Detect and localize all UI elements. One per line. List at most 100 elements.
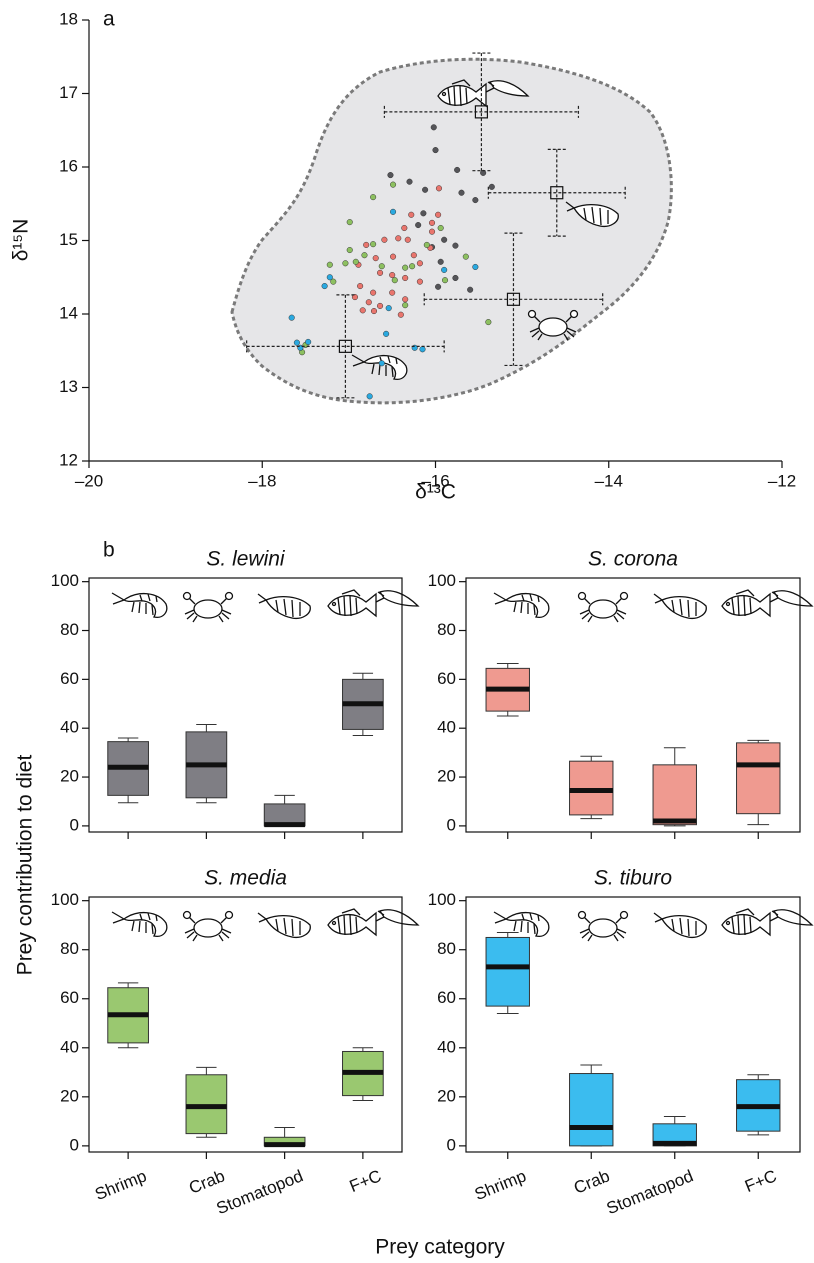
point — [486, 319, 492, 325]
point — [417, 279, 423, 285]
y-tick-label: 80 — [437, 939, 456, 958]
point — [383, 331, 389, 337]
y-tick-label: 18 — [59, 9, 78, 28]
point — [347, 219, 353, 225]
point — [347, 247, 353, 253]
point — [370, 194, 376, 200]
y-tick-label: 13 — [59, 377, 78, 396]
point — [421, 211, 427, 217]
y-tick-label: 14 — [59, 303, 78, 322]
point — [363, 242, 369, 248]
point — [377, 303, 383, 309]
box — [653, 765, 696, 825]
y-tick-label: 20 — [60, 767, 79, 786]
chart-title: S. tiburo — [594, 867, 673, 890]
panel-label: b — [103, 539, 115, 562]
point — [407, 179, 413, 185]
y-tick-label: 15 — [59, 230, 78, 249]
y-tick-label: 100 — [428, 890, 456, 909]
figure: Prey contribution to diet Prey category … — [0, 0, 814, 1263]
chart-title: S. corona — [588, 548, 678, 571]
x-tick-label: Stomatopod — [214, 1166, 306, 1218]
y-tick-label: 40 — [60, 1037, 79, 1056]
point — [382, 237, 388, 243]
y-tick-label: 40 — [437, 1037, 456, 1056]
point — [411, 252, 417, 258]
point — [405, 237, 411, 243]
point — [389, 272, 395, 278]
x-tick-label: Shrimp — [472, 1166, 529, 1204]
y-tick-label: 20 — [437, 767, 456, 786]
x-tick-label: Crab — [571, 1166, 612, 1197]
point — [388, 172, 394, 178]
point — [435, 212, 441, 218]
point — [408, 212, 414, 218]
point — [357, 283, 363, 289]
point — [431, 125, 437, 131]
point — [402, 275, 408, 281]
x-axis-label: Prey category — [375, 1236, 505, 1259]
point — [362, 252, 368, 258]
point — [373, 255, 379, 261]
x-tick-label: Crab — [186, 1166, 227, 1197]
y-tick-label: 16 — [59, 156, 78, 175]
point — [473, 197, 479, 203]
point — [402, 297, 408, 303]
point — [402, 265, 408, 271]
y-tick-label: 0 — [447, 1135, 456, 1154]
point — [390, 182, 396, 188]
x-tick-label: F+C — [742, 1166, 779, 1196]
y-tick-label: 80 — [437, 620, 456, 639]
point — [327, 262, 333, 268]
x-tick-label: F+C — [347, 1166, 384, 1196]
y-axis-label: δ¹⁵N — [10, 219, 33, 262]
point — [442, 277, 448, 283]
y-tick-label: 60 — [437, 669, 456, 688]
y-tick-label: 20 — [437, 1086, 456, 1105]
panel-label: a — [103, 8, 115, 31]
point — [377, 270, 383, 276]
point — [398, 312, 404, 318]
point — [436, 186, 442, 192]
y-tick-label: 100 — [428, 571, 456, 590]
point — [370, 241, 376, 247]
point — [433, 147, 439, 153]
point — [389, 290, 395, 296]
y-tick-label: 60 — [60, 988, 79, 1007]
y-axis-label: Prey contribution to diet — [14, 755, 37, 976]
mixing-polygon — [232, 59, 671, 403]
point — [454, 167, 460, 173]
y-tick-label: 17 — [59, 83, 78, 102]
y-tick-label: 40 — [60, 718, 79, 737]
point — [429, 229, 435, 235]
point — [343, 260, 349, 266]
point — [367, 394, 373, 400]
point — [360, 308, 366, 314]
point — [289, 315, 295, 321]
x-tick-label: Stomatopod — [604, 1166, 696, 1218]
point — [392, 277, 398, 283]
point — [395, 235, 401, 241]
point — [371, 308, 377, 314]
y-tick-label: 80 — [60, 939, 79, 958]
point — [322, 283, 328, 289]
point — [327, 274, 333, 280]
point — [424, 242, 430, 248]
y-tick-label: 40 — [437, 718, 456, 737]
box — [570, 1074, 613, 1146]
point — [441, 267, 447, 273]
point — [386, 305, 392, 311]
y-tick-label: 0 — [70, 1135, 79, 1154]
point — [438, 259, 444, 265]
panel-a — [232, 59, 671, 403]
point — [366, 299, 372, 305]
point — [390, 254, 396, 260]
y-tick-label: 0 — [70, 815, 79, 834]
point — [473, 264, 479, 270]
x-tick-label: Shrimp — [92, 1166, 149, 1204]
point — [429, 220, 435, 226]
point — [402, 225, 408, 231]
y-tick-label: 60 — [437, 988, 456, 1007]
point — [459, 190, 465, 196]
point — [441, 237, 447, 243]
